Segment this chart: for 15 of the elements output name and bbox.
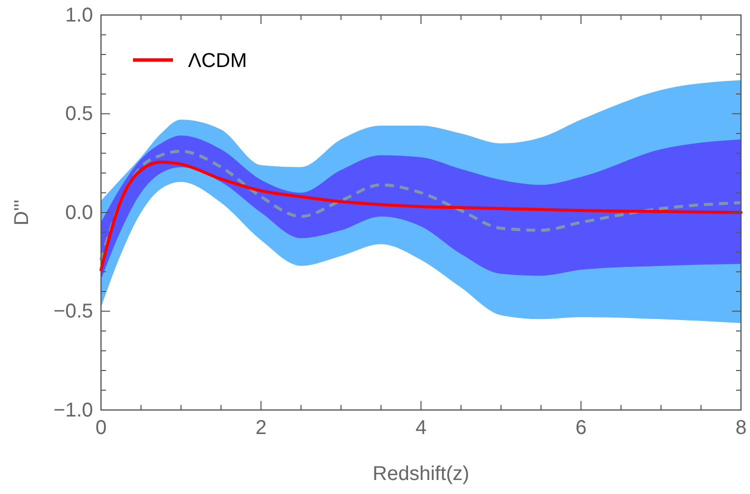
y-axis-title: D''' (11, 200, 33, 226)
x-tick-label: 6 (575, 417, 587, 440)
x-tick-label: 8 (735, 417, 747, 440)
x-tick-label: 0 (95, 417, 107, 440)
y-tick-label: 0.0 (65, 202, 93, 224)
x-axis-title: Redshift(z) (372, 463, 470, 485)
legend-label: ΛCDM (188, 50, 247, 72)
line-series (100, 160, 742, 272)
x-tick-label: 4 (415, 417, 427, 440)
y-tick-label: −1.0 (54, 399, 93, 422)
y-tick-label: −0.5 (54, 300, 93, 323)
y-tick-label: 1.0 (65, 4, 93, 26)
line-series (100, 150, 742, 262)
x-tick-label: 2 (255, 417, 267, 440)
y-tick-label: 0.5 (65, 103, 93, 126)
